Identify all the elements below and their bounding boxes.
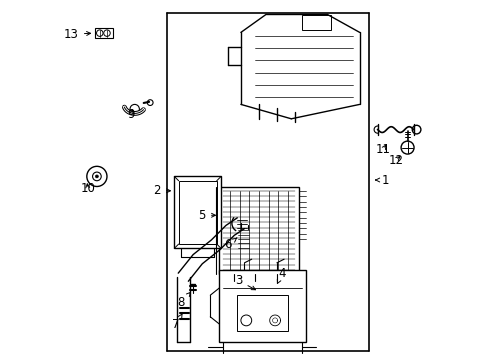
Text: 5: 5 [198,209,215,222]
Text: 2: 2 [153,184,170,197]
Bar [95,28,113,38]
Bar [219,270,305,342]
Circle shape [147,100,153,105]
Circle shape [411,125,420,134]
Bar [237,295,287,331]
Circle shape [103,30,110,36]
Text: 6: 6 [224,238,236,251]
Circle shape [241,315,251,326]
Circle shape [130,104,139,114]
Text: 3: 3 [235,274,255,290]
Text: 1: 1 [375,174,388,186]
Bar [174,176,221,248]
Text: 13: 13 [64,28,90,41]
Bar [219,187,298,274]
Text: 9: 9 [127,108,135,121]
Circle shape [241,233,246,239]
Bar [236,218,247,232]
Circle shape [96,30,103,36]
Bar [237,229,249,250]
Text: 8: 8 [177,292,190,309]
Text: 12: 12 [387,154,403,167]
Text: 4: 4 [277,267,285,283]
Circle shape [87,166,107,186]
Circle shape [400,141,413,154]
Circle shape [92,172,101,181]
Bar [178,181,216,244]
Circle shape [95,175,98,178]
Text: 10: 10 [81,183,95,195]
Text: 11: 11 [375,143,390,156]
Bar [302,15,330,30]
Text: 7: 7 [172,314,182,330]
